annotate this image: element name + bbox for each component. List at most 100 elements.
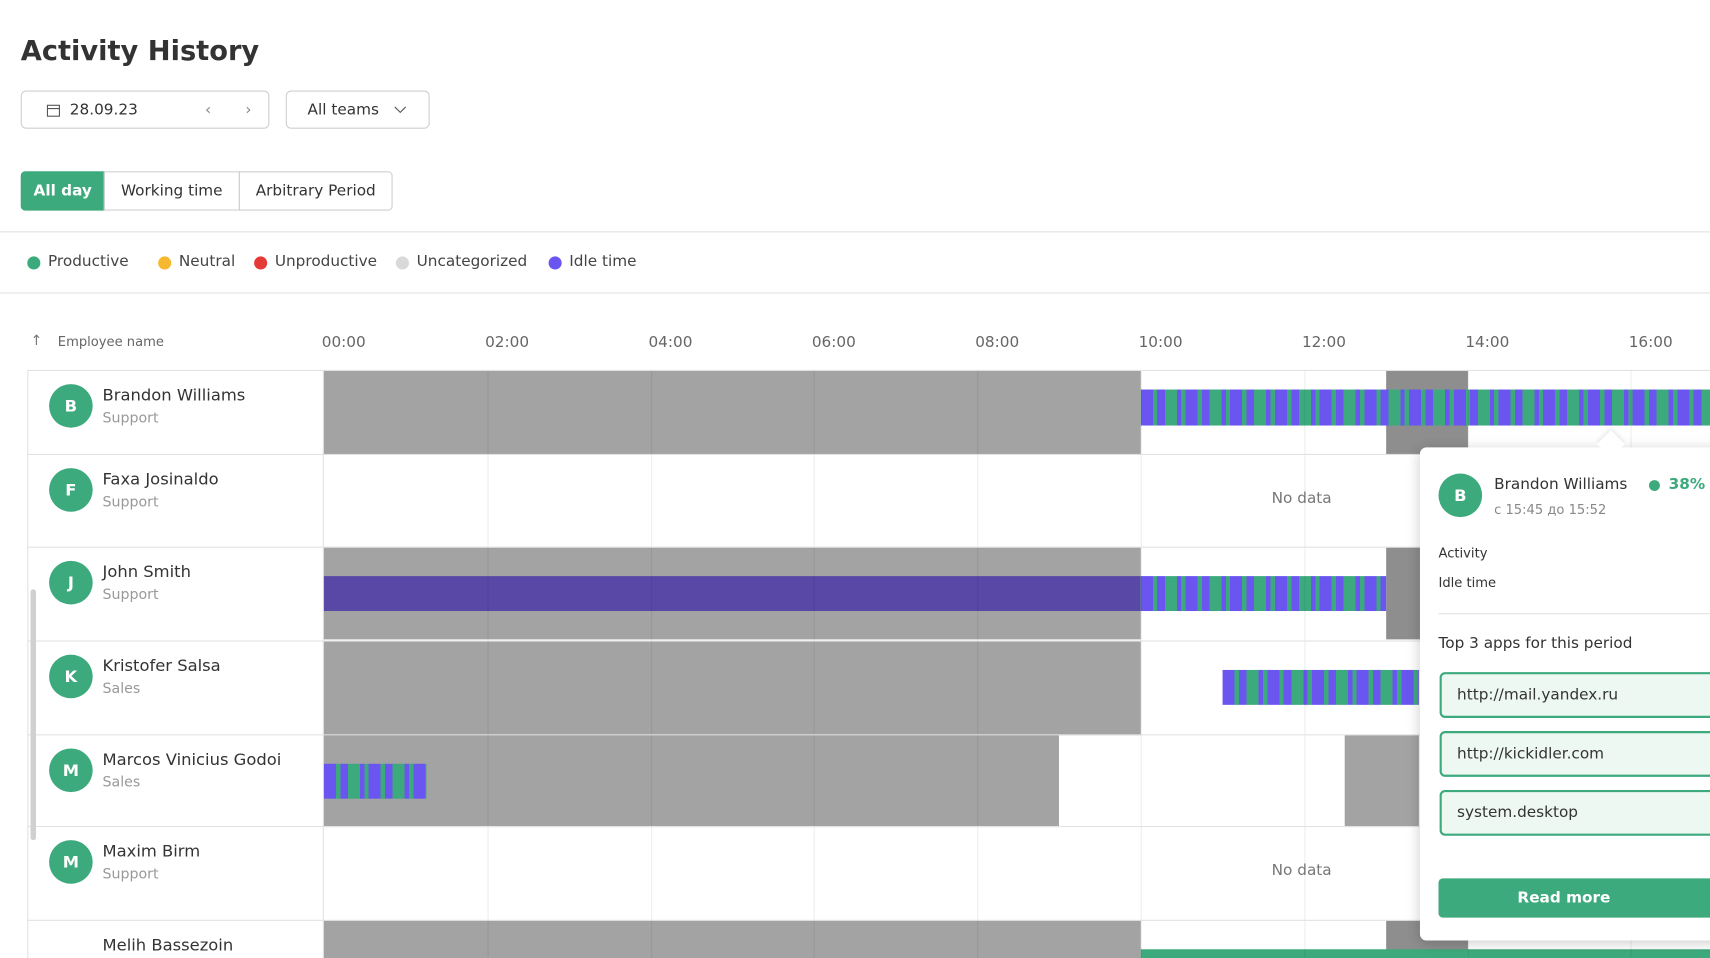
column-header[interactable]: Employee name — [57, 333, 164, 350]
employee-name[interactable]: Melih Bassezoin — [102, 935, 234, 955]
avatar: M — [49, 840, 93, 884]
hour-gridline — [1304, 920, 1306, 958]
hour-gridline — [977, 454, 979, 548]
hour-gridline — [1304, 735, 1306, 828]
sort-icon[interactable]: ↑ — [30, 332, 43, 350]
name-cell — [27, 735, 324, 828]
read-more-button[interactable]: Read more — [1438, 878, 1710, 918]
hour-gridline — [977, 735, 979, 828]
row-divider — [27, 369, 1710, 371]
hour-gridline — [650, 370, 652, 455]
popup-name: Brandon Williams — [1494, 475, 1628, 494]
legend-label: Idle time — [569, 253, 637, 271]
tab[interactable]: All day — [20, 171, 105, 211]
hour-gridline — [1140, 454, 1142, 548]
popup-label: Idle time — [1438, 575, 1497, 591]
app-item[interactable]: http://mail.yandex.ru — [1439, 672, 1710, 718]
team-filter-value: All teams — [307, 100, 379, 119]
time-tick: 06:00 — [811, 333, 856, 352]
hour-gridline — [814, 920, 816, 958]
team-filter[interactable]: All teams — [285, 90, 430, 129]
scrollbar[interactable] — [30, 589, 36, 841]
time-tick: 16:00 — [1628, 333, 1673, 352]
activity-bar — [1140, 576, 1386, 612]
hour-gridline — [1467, 370, 1469, 455]
avatar: B — [49, 384, 93, 428]
next-day[interactable]: › — [245, 100, 252, 119]
time-tick: 08:00 — [975, 333, 1020, 352]
inactive-period — [1344, 735, 1419, 828]
employee-team: Support — [102, 410, 159, 427]
employee-team: Support — [102, 494, 159, 511]
divider — [0, 231, 1710, 233]
inactive-period — [323, 641, 1141, 736]
hour-gridline — [487, 827, 489, 921]
hour-gridline — [1140, 827, 1142, 921]
hour-gridline — [977, 547, 979, 642]
button-label: Read more — [1517, 889, 1611, 907]
employee-team: Sales — [102, 774, 141, 792]
no-data: No data — [1271, 861, 1332, 880]
prev-day[interactable]: ‹ — [205, 100, 212, 119]
time-tick: 10:00 — [1138, 333, 1183, 352]
app-item[interactable]: system.desktop — [1439, 789, 1710, 836]
name-cell — [27, 641, 324, 736]
row-divider — [27, 546, 1710, 548]
legend-label: Uncategorized — [416, 253, 528, 271]
hour-gridline — [487, 370, 489, 455]
hour-gridline — [977, 370, 979, 455]
hour-gridline — [1140, 920, 1142, 958]
row-divider — [27, 640, 1710, 642]
hour-gridline — [487, 454, 489, 548]
legend-label: Productive — [47, 253, 129, 271]
date: 28.09.23 — [69, 100, 138, 119]
tab[interactable]: Working time — [103, 171, 240, 211]
legend-dot — [548, 256, 562, 270]
hour-gridline — [487, 547, 489, 642]
employee-name[interactable]: Kristofer Salsa — [102, 655, 221, 676]
date-picker[interactable]: 28.09.23 ‹ › — [20, 90, 270, 129]
employee-name[interactable]: John Smith — [102, 561, 191, 582]
hour-gridline — [1304, 641, 1306, 736]
employee-name[interactable]: Brandon Williams — [102, 385, 246, 405]
hour-gridline — [650, 454, 652, 548]
popup-percent: 38% — [1668, 475, 1706, 494]
hour-gridline — [814, 547, 816, 642]
hour-gridline — [1140, 641, 1142, 736]
row-divider — [27, 825, 1710, 828]
app-item[interactable]: http://kickidler.com — [1439, 731, 1710, 777]
name-cell — [27, 547, 324, 642]
avatar: F — [49, 468, 93, 512]
employee-team: Sales — [102, 680, 141, 698]
avatar: K — [49, 654, 93, 699]
legend-dot — [158, 256, 172, 270]
hour-gridline — [814, 641, 816, 736]
legend-label: Unproductive — [274, 253, 378, 271]
name-cell — [27, 827, 324, 921]
hour-gridline — [1140, 735, 1142, 828]
status-dot — [1648, 480, 1660, 491]
legend-dot — [254, 256, 268, 270]
hour-gridline — [1304, 370, 1306, 455]
avatar: B — [1438, 473, 1483, 518]
employee-name[interactable]: Maxim Birm — [102, 841, 201, 861]
hour-gridline — [1140, 547, 1142, 642]
employee-team: Support — [102, 587, 159, 604]
employee-name[interactable]: Marcos Vinicius Godoi — [102, 749, 282, 770]
activity-bar — [1140, 389, 1710, 426]
time-tick: 00:00 — [321, 333, 366, 352]
hour-gridline — [814, 454, 816, 548]
idle-bar — [323, 576, 1141, 612]
hour-gridline — [650, 641, 652, 736]
apps-title: Top 3 apps for this period — [1438, 635, 1633, 653]
avatar: M — [49, 748, 93, 793]
employee-team: Support — [102, 866, 159, 883]
legend-dot — [27, 256, 41, 270]
employee-name[interactable]: Faxa Josinaldo — [102, 469, 219, 489]
popup-label: Activity — [1438, 545, 1488, 561]
tab[interactable]: Arbitrary Period — [238, 171, 393, 211]
popup-period: с 15:45 до 15:52 — [1494, 501, 1607, 518]
time-tick: 14:00 — [1465, 333, 1510, 352]
